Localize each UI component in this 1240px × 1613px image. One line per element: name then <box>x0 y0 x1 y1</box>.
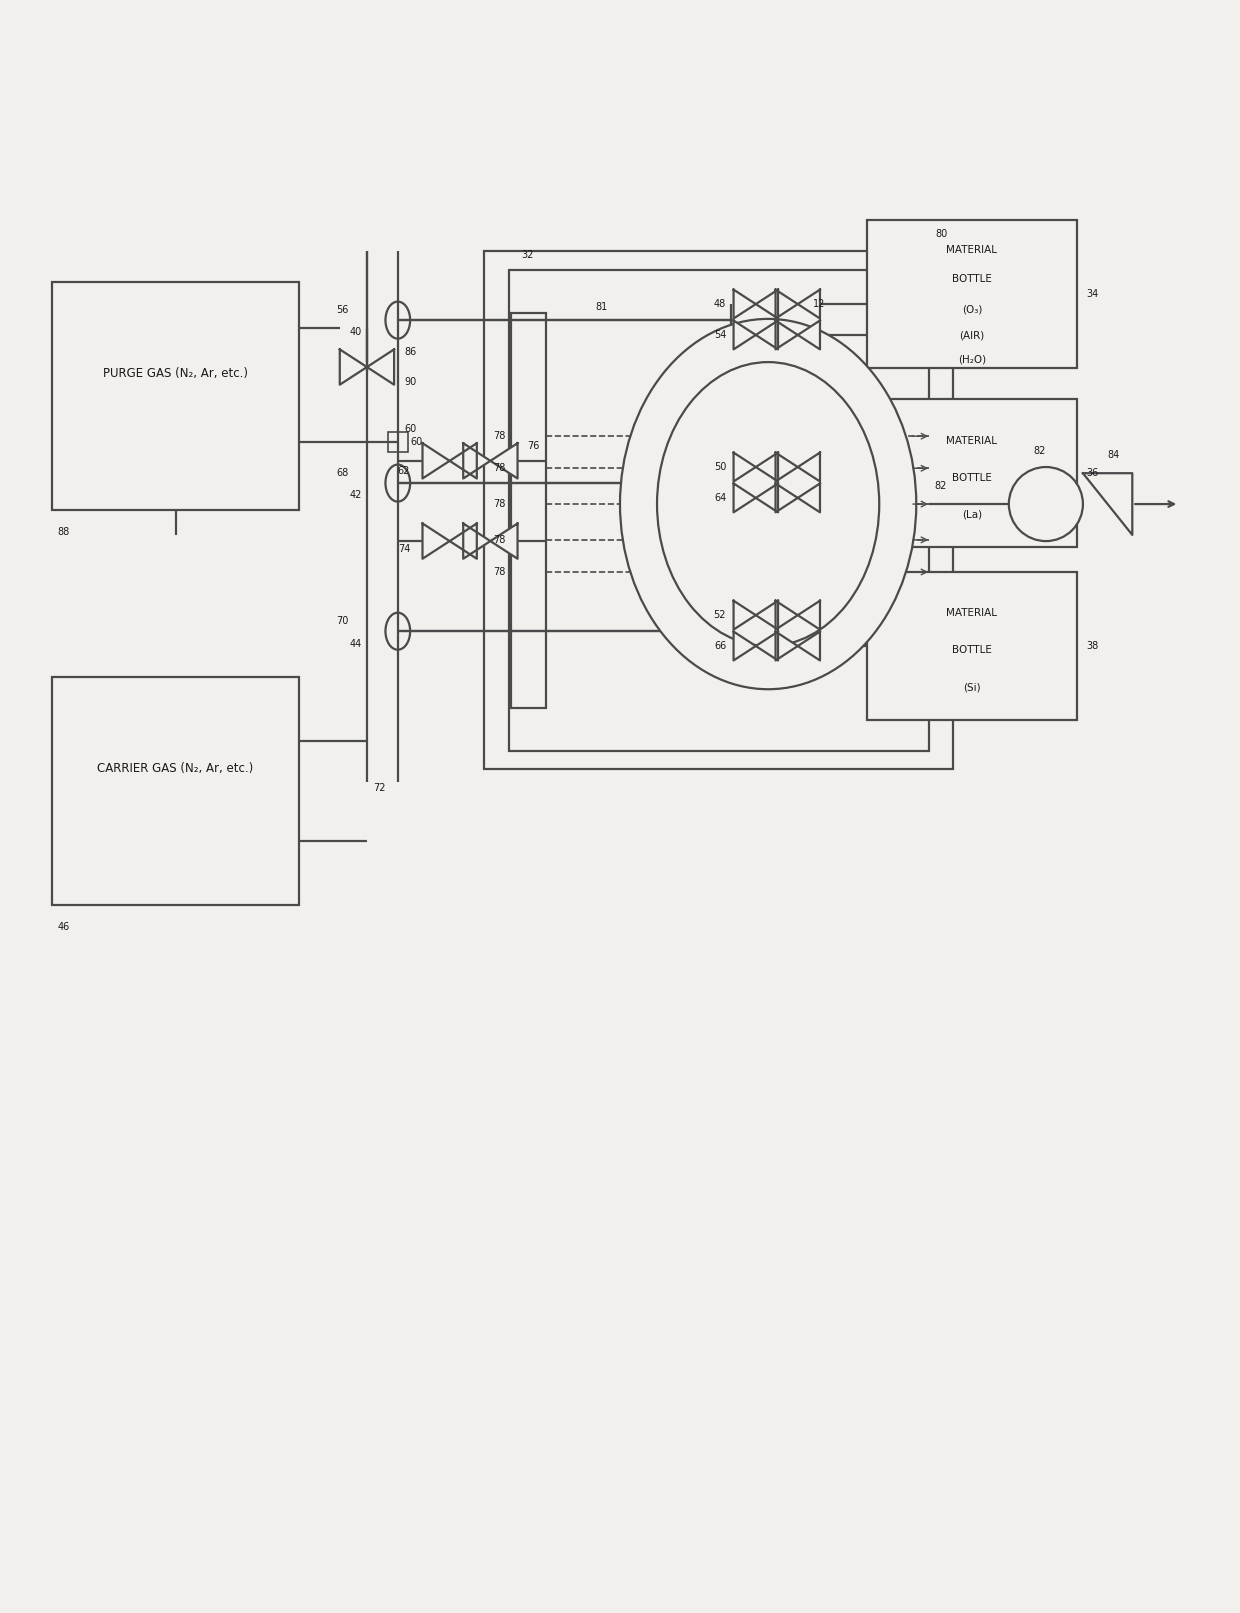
Polygon shape <box>734 600 756 629</box>
Text: (H₂O): (H₂O) <box>957 355 986 365</box>
Polygon shape <box>775 632 797 660</box>
Text: PURGE GAS (N₂, Ar, etc.): PURGE GAS (N₂, Ar, etc.) <box>103 366 248 379</box>
Text: CARRIER GAS (N₂, Ar, etc.): CARRIER GAS (N₂, Ar, etc.) <box>98 761 254 774</box>
Polygon shape <box>490 444 517 479</box>
Text: 72: 72 <box>373 782 386 794</box>
Text: 78: 78 <box>492 536 505 545</box>
Text: 88: 88 <box>57 527 69 537</box>
Text: 46: 46 <box>57 923 69 932</box>
Bar <box>867 398 1076 547</box>
Text: 82: 82 <box>935 481 947 490</box>
Text: (La): (La) <box>962 510 982 519</box>
Polygon shape <box>450 524 477 558</box>
Polygon shape <box>734 290 756 318</box>
Polygon shape <box>450 444 477 479</box>
Text: BOTTLE: BOTTLE <box>952 274 992 284</box>
Text: 74: 74 <box>398 544 410 553</box>
Text: 70: 70 <box>336 616 348 626</box>
Bar <box>511 313 546 708</box>
Text: 12: 12 <box>812 298 825 310</box>
Text: 48: 48 <box>714 298 727 310</box>
Polygon shape <box>734 453 756 481</box>
Polygon shape <box>756 453 777 481</box>
Bar <box>484 252 954 769</box>
Bar <box>52 677 299 905</box>
Polygon shape <box>775 484 797 513</box>
Text: 40: 40 <box>350 327 362 337</box>
Polygon shape <box>423 444 450 479</box>
Text: 81: 81 <box>595 302 608 311</box>
Bar <box>52 282 299 510</box>
Polygon shape <box>367 350 394 384</box>
Polygon shape <box>797 632 820 660</box>
Polygon shape <box>775 600 797 629</box>
Text: 78: 78 <box>492 463 505 473</box>
Text: 42: 42 <box>350 490 362 500</box>
Bar <box>388 432 408 452</box>
Polygon shape <box>756 290 777 318</box>
Text: 62: 62 <box>398 466 410 476</box>
Text: BOTTLE: BOTTLE <box>952 645 992 655</box>
Polygon shape <box>464 524 490 558</box>
Text: MATERIAL: MATERIAL <box>946 245 997 255</box>
Text: BOTTLE: BOTTLE <box>952 473 992 482</box>
Text: 38: 38 <box>1086 640 1099 652</box>
Text: 60: 60 <box>404 424 417 434</box>
Text: 52: 52 <box>714 610 727 619</box>
Text: 68: 68 <box>336 468 348 477</box>
Text: 82: 82 <box>1033 445 1045 456</box>
Ellipse shape <box>620 319 916 689</box>
Text: 60: 60 <box>410 437 423 447</box>
Polygon shape <box>797 453 820 481</box>
Polygon shape <box>797 290 820 318</box>
Text: 76: 76 <box>527 440 539 452</box>
Polygon shape <box>756 484 777 513</box>
Polygon shape <box>797 484 820 513</box>
Polygon shape <box>464 444 490 479</box>
Ellipse shape <box>657 361 879 647</box>
Polygon shape <box>756 600 777 629</box>
Text: MATERIAL: MATERIAL <box>946 608 997 618</box>
Text: MATERIAL: MATERIAL <box>946 436 997 445</box>
Polygon shape <box>756 632 777 660</box>
Text: (O₃): (O₃) <box>962 303 982 315</box>
Bar <box>508 269 929 752</box>
Polygon shape <box>775 290 797 318</box>
Text: 84: 84 <box>1107 450 1120 460</box>
Text: 90: 90 <box>404 377 417 387</box>
Polygon shape <box>797 321 820 350</box>
Polygon shape <box>423 524 450 558</box>
Text: 34: 34 <box>1086 289 1099 298</box>
Text: (AIR): (AIR) <box>960 331 985 340</box>
Text: 50: 50 <box>714 461 727 473</box>
Text: 78: 78 <box>492 498 505 510</box>
Text: 56: 56 <box>336 305 348 315</box>
Polygon shape <box>775 321 797 350</box>
Polygon shape <box>490 524 517 558</box>
Polygon shape <box>756 321 777 350</box>
Polygon shape <box>797 600 820 629</box>
Text: 64: 64 <box>714 494 727 503</box>
Polygon shape <box>734 484 756 513</box>
Polygon shape <box>734 632 756 660</box>
Text: 80: 80 <box>935 229 947 239</box>
Text: 32: 32 <box>521 250 533 260</box>
Circle shape <box>1009 468 1083 540</box>
Text: 54: 54 <box>714 331 727 340</box>
Polygon shape <box>340 350 367 384</box>
Text: 78: 78 <box>492 566 505 577</box>
Text: 66: 66 <box>714 640 727 652</box>
Text: 86: 86 <box>404 347 417 356</box>
Polygon shape <box>1083 473 1132 536</box>
Polygon shape <box>775 453 797 481</box>
Text: 78: 78 <box>492 431 505 442</box>
Text: 44: 44 <box>350 639 362 648</box>
Polygon shape <box>734 321 756 350</box>
Bar <box>867 573 1076 719</box>
Text: 36: 36 <box>1086 468 1099 477</box>
Bar <box>867 219 1076 368</box>
Text: (Si): (Si) <box>963 682 981 692</box>
